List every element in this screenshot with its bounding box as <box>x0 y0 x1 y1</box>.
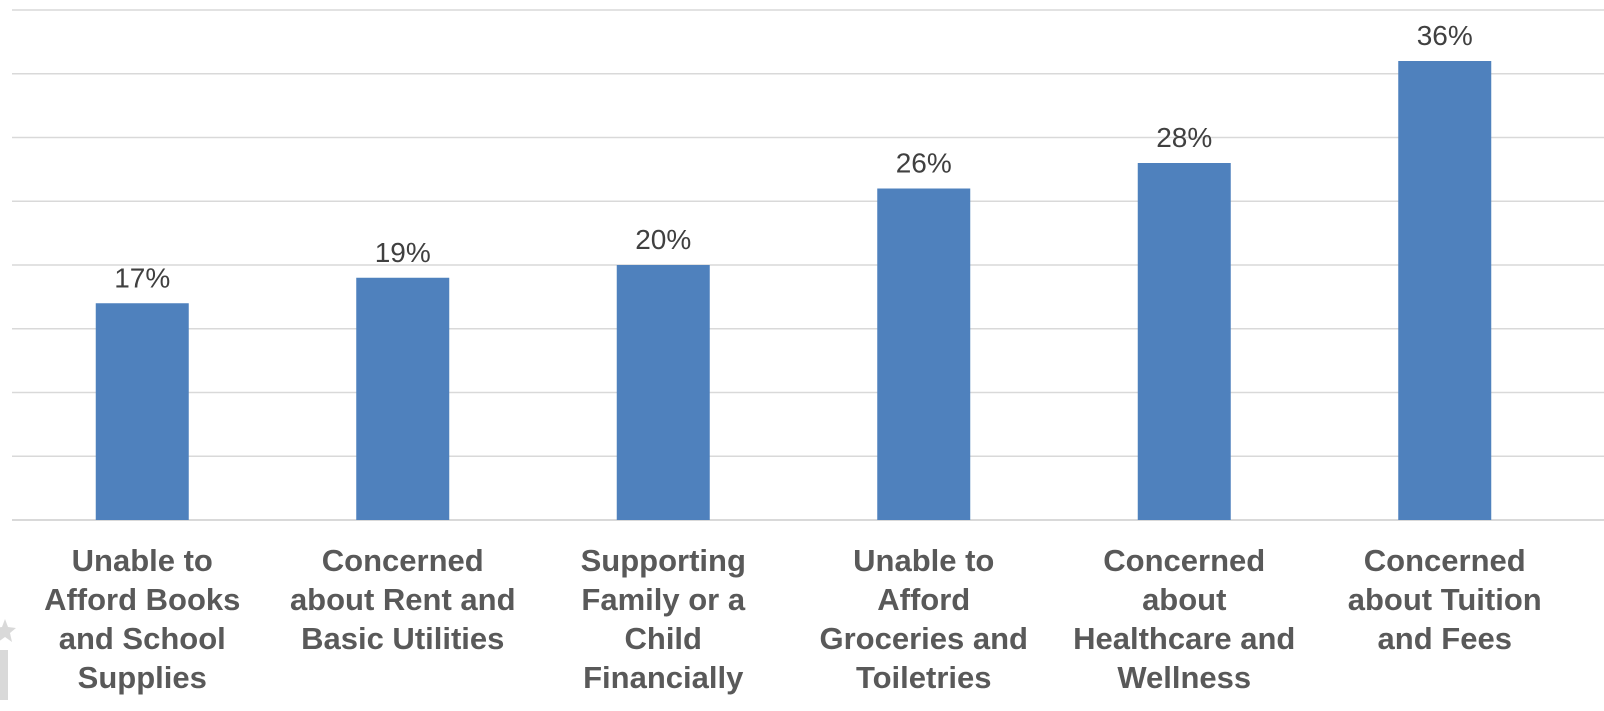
bar <box>95 303 189 520</box>
category-label: Concerned about Healthcare and Wellness <box>1059 541 1309 697</box>
category-label-line: about Rent and <box>289 582 516 617</box>
category-label-line: Basic Utilities <box>301 621 505 656</box>
data-label: 26% <box>896 148 952 179</box>
bar <box>1137 163 1231 520</box>
bar <box>616 265 710 520</box>
category-label-line: Afford Books <box>44 582 241 617</box>
category-label-line: Concerned <box>321 543 484 578</box>
bars <box>95 61 1492 520</box>
category-label: Concerned about Tuition and Fees <box>1320 541 1570 658</box>
gridlines <box>12 9 1604 521</box>
data-label: 20% <box>635 224 691 255</box>
category-label: Unable to Afford Books and School Supplies <box>17 541 267 697</box>
category-label-line: Supporting <box>580 543 746 578</box>
category-label-line: and School <box>58 621 226 656</box>
star-icon <box>0 619 16 642</box>
category-label-line: Financially <box>583 660 744 695</box>
category-label-line: Afford <box>877 582 971 617</box>
category-label-line: Unable to <box>853 543 995 578</box>
category-label-line: Concerned <box>1103 543 1266 578</box>
category-label-line: about <box>1142 582 1227 617</box>
category-label-line: Healthcare and <box>1073 621 1296 656</box>
decorative-post <box>0 650 8 700</box>
category-label-line: Groceries and <box>819 621 1028 656</box>
category-label-line: Supplies <box>77 660 207 695</box>
category-label-line: Concerned <box>1363 543 1526 578</box>
category-label: Unable to Afford Groceries and Toiletries <box>799 541 1049 697</box>
category-label-line: Child <box>624 621 703 656</box>
category-label-line: about Tuition <box>1347 582 1542 617</box>
data-labels: 17% 19% 20% 26% 28% 36% <box>114 20 1473 293</box>
category-label-line: and Fees <box>1377 621 1512 656</box>
data-label: 17% <box>114 262 170 293</box>
category-label: Concerned about Rent and Basic Utilities <box>278 541 528 658</box>
bar <box>877 188 971 520</box>
bar <box>1398 61 1492 520</box>
data-label: 28% <box>1156 122 1212 153</box>
bar <box>356 277 450 520</box>
data-label: 19% <box>375 237 431 268</box>
data-label: 36% <box>1417 20 1473 51</box>
category-label-line: Family or a <box>581 582 746 617</box>
category-label-line: Toiletries <box>855 660 992 695</box>
category-label: Supporting Family or a Child Financially <box>538 541 788 697</box>
category-label-line: Wellness <box>1117 660 1252 695</box>
category-label-line: Unable to <box>71 543 213 578</box>
